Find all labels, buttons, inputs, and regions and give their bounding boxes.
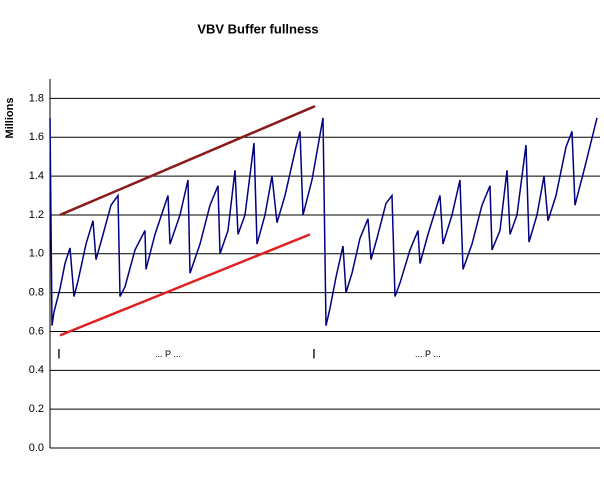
y-tick-label: 1.6 xyxy=(29,131,44,143)
annotation: ... P ... xyxy=(415,349,441,359)
y-tick-label: 1.4 xyxy=(29,170,44,182)
y-tick-label: 1.2 xyxy=(29,209,44,221)
annotation: I xyxy=(312,345,316,361)
y-tick-label: 1.0 xyxy=(29,248,44,260)
y-tick-label: 1.8 xyxy=(29,92,44,104)
y-tick-label: 0.0 xyxy=(29,442,44,454)
y-tick-label: 0.4 xyxy=(29,364,44,376)
annotation: ... P ... xyxy=(155,349,181,359)
series-line xyxy=(60,229,597,336)
series-line xyxy=(49,117,598,326)
chart-title: VBV Buffer fullness xyxy=(197,21,318,36)
y-tick-label: 0.8 xyxy=(29,287,44,299)
y-tick-label: 0.2 xyxy=(29,403,44,415)
annotation: I xyxy=(57,345,61,361)
series-line xyxy=(60,100,590,215)
y-axis-label: Millions xyxy=(4,98,16,139)
y-tick-label: 0.6 xyxy=(29,325,44,337)
